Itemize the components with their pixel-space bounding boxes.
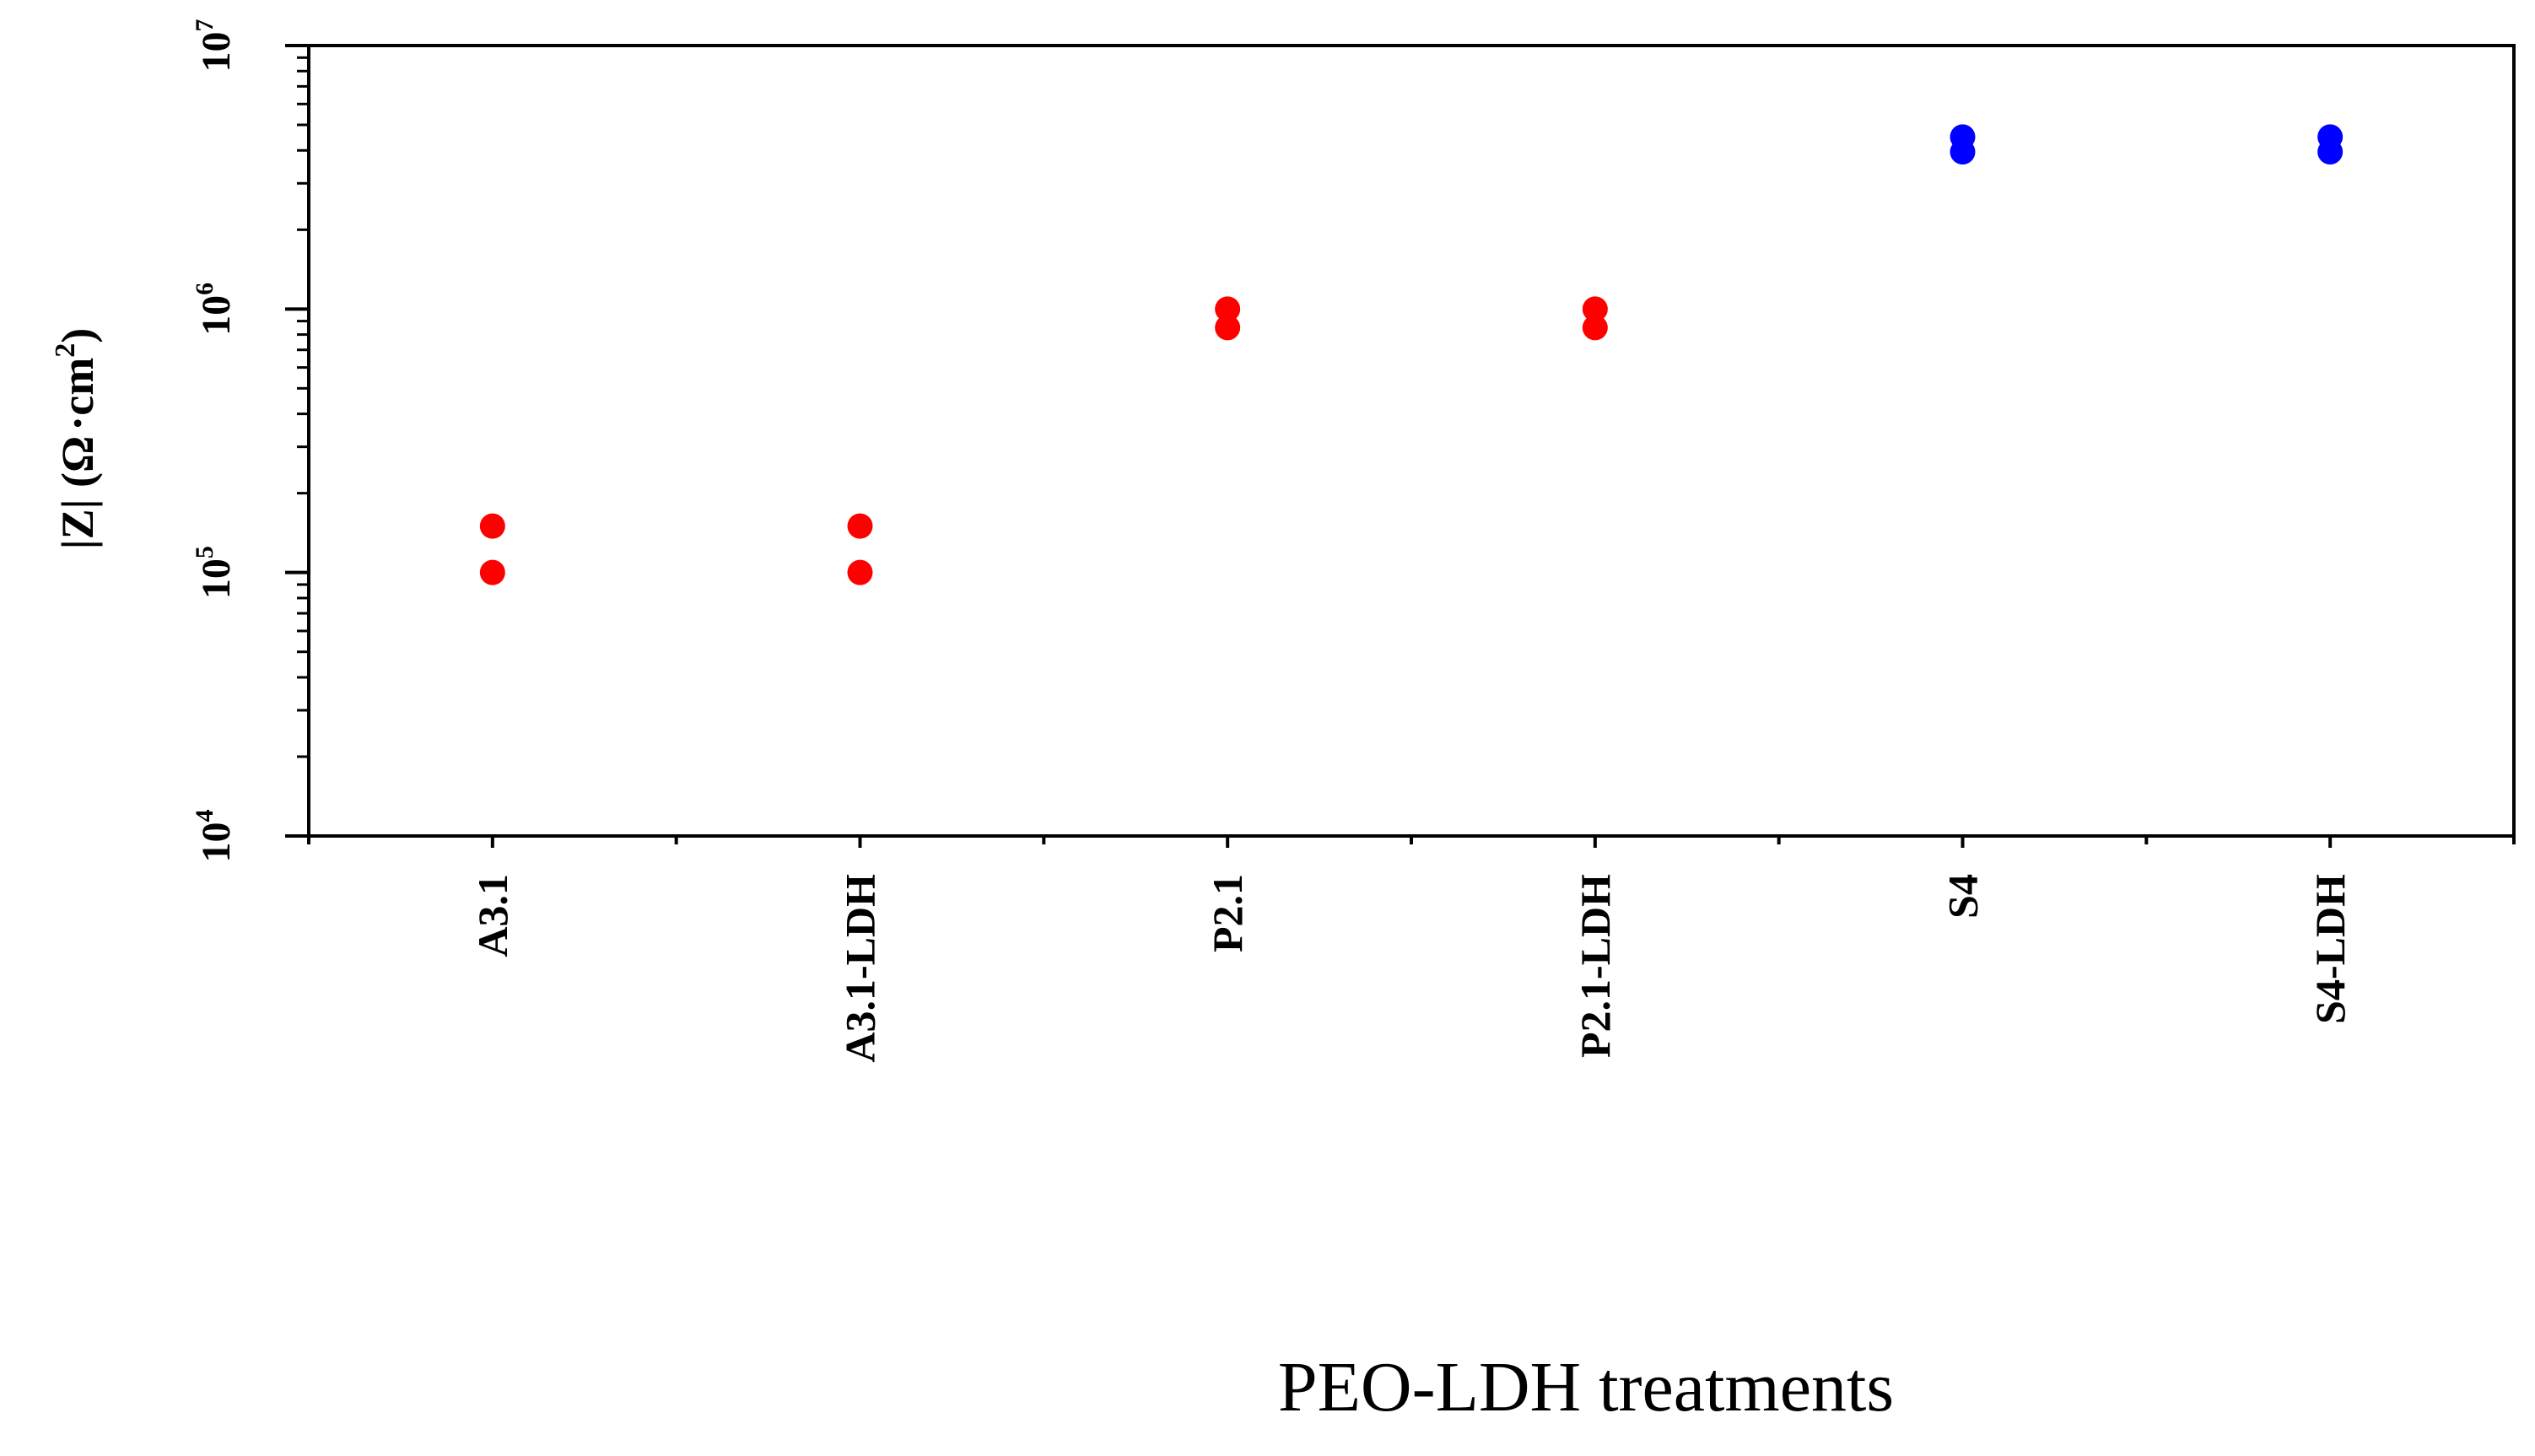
data-point [1215,315,1241,341]
data-point [479,513,505,539]
y-tick-base: 10 [194,32,239,73]
x-tick-label: A3.1-LDH [837,874,884,1063]
x-tick-label: S4 [1939,874,1987,919]
x-tick-label: A3.1 [469,874,516,957]
data-point [1950,138,1976,164]
data-point [1582,296,1608,322]
data-point [1582,315,1608,341]
y-axis-title-suffix: ) [52,328,103,343]
y-axis-title-power: 2 [50,343,81,358]
y-axis-title-unit: cm [52,358,103,416]
y-tick-exponent: 7 [191,19,218,32]
y-axis-title: |Z| (Ω ·cm2) [50,328,103,550]
x-tick-label: P2.1 [1204,874,1251,952]
y-tick-label: 105 [191,546,239,599]
data-point [847,513,873,539]
y-tick-label: 107 [191,19,239,73]
y-axis-title-omega: Ω [52,436,103,472]
y-axis-title-dot: · [52,416,103,431]
x-tick-label: P2.1-LDH [1572,874,1619,1058]
y-tick-label: 106 [191,283,239,336]
data-point [2317,138,2344,164]
y-tick-exponent: 4 [191,810,218,822]
plot-frame [307,44,2516,838]
x-axis: A3.1 A3.1-LDH P2.1 P2.1-LDH S4 S4-LDH [307,836,2516,1063]
y-tick-base: 10 [194,822,239,863]
x-axis-title: PEO-LDH treatments [1278,1348,1894,1426]
data-points [479,124,2344,585]
y-tick-base: 10 [194,558,239,599]
data-point [479,559,505,585]
data-point [1215,296,1241,322]
y-tick-base: 10 [194,295,239,336]
y-axis-title-prefix: |Z| ( [52,472,103,549]
data-point [847,559,873,585]
y-tick-label: 104 [191,810,239,863]
x-tick-label: S4-LDH [2306,874,2354,1024]
y-tick-exponent: 6 [191,283,218,295]
y-tick-exponent: 5 [191,546,218,558]
